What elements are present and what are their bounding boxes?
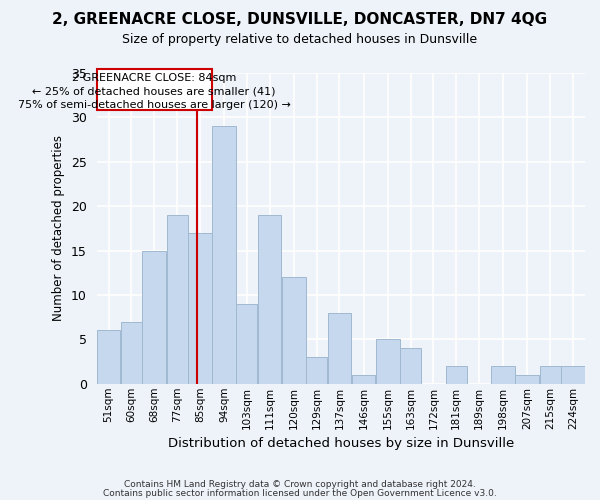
Bar	[258, 215, 281, 384]
Bar	[236, 304, 257, 384]
Text: 2 GREENACRE CLOSE: 84sqm: 2 GREENACRE CLOSE: 84sqm	[72, 73, 236, 83]
Bar	[142, 250, 166, 384]
Text: 75% of semi-detached houses are larger (120) →: 75% of semi-detached houses are larger (…	[18, 100, 290, 110]
Bar	[188, 233, 212, 384]
Y-axis label: Number of detached properties: Number of detached properties	[52, 136, 65, 322]
Text: Size of property relative to detached houses in Dunsville: Size of property relative to detached ho…	[122, 32, 478, 46]
X-axis label: Distribution of detached houses by size in Dunsville: Distribution of detached houses by size …	[167, 437, 514, 450]
Text: ← 25% of detached houses are smaller (41): ← 25% of detached houses are smaller (41…	[32, 86, 276, 97]
Bar	[400, 348, 421, 384]
Bar	[491, 366, 515, 384]
Bar	[97, 330, 121, 384]
Bar	[306, 357, 327, 384]
Bar	[212, 126, 236, 384]
Bar	[121, 322, 142, 384]
Text: 2, GREENACRE CLOSE, DUNSVILLE, DONCASTER, DN7 4QG: 2, GREENACRE CLOSE, DUNSVILLE, DONCASTER…	[52, 12, 548, 28]
Bar	[446, 366, 467, 384]
Bar	[376, 340, 400, 384]
Bar	[515, 375, 539, 384]
Bar	[97, 68, 212, 110]
Bar	[328, 312, 351, 384]
Bar	[282, 277, 305, 384]
Bar	[561, 366, 585, 384]
Bar	[352, 375, 376, 384]
Bar	[167, 215, 188, 384]
Bar	[539, 366, 560, 384]
Text: Contains public sector information licensed under the Open Government Licence v3: Contains public sector information licen…	[103, 489, 497, 498]
Text: Contains HM Land Registry data © Crown copyright and database right 2024.: Contains HM Land Registry data © Crown c…	[124, 480, 476, 489]
